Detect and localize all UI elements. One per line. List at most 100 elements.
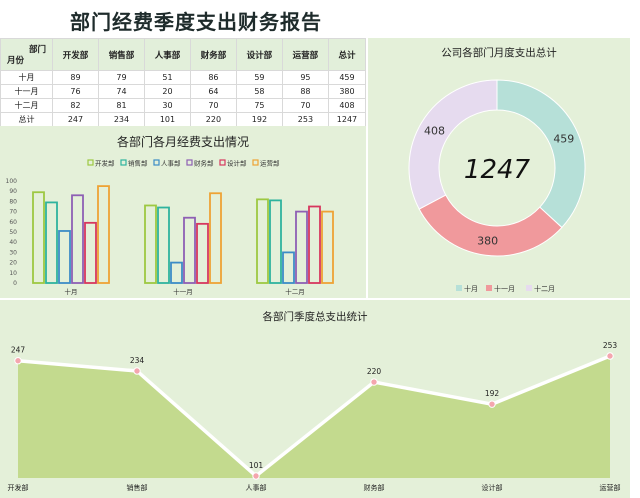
bar [58, 230, 71, 284]
y-tick-label: 0 [13, 280, 17, 287]
bar [144, 204, 157, 284]
legend-label: 财务部 [194, 159, 214, 168]
x-category-label: 人事部 [246, 483, 267, 492]
legend-swatch [219, 159, 226, 166]
donut-chart-title: 公司各部门月度支出总计 [441, 46, 557, 59]
table-cell: 1247 [327, 112, 367, 127]
table-cell: 101 [143, 112, 191, 127]
table-cell: 234 [97, 112, 145, 127]
data-label: 253 [603, 341, 618, 350]
table-cell: 81 [97, 98, 145, 113]
table-cell: 70 [281, 98, 329, 113]
legend-label: 销售部 [128, 159, 148, 168]
data-label: 247 [11, 346, 26, 355]
row-label: 十一月 [0, 84, 53, 99]
bar [282, 251, 295, 284]
y-tick-label: 10 [9, 270, 17, 277]
table-cell: 86 [189, 70, 237, 85]
table-cell: 89 [52, 70, 99, 85]
row-label: 总计 [0, 112, 53, 127]
area-chart-panel: 各部门季度总支出统计 247 开发部 234 销售部 101 人事部 220 财务部 192 设计部… [0, 300, 630, 498]
table-cell: 408 [327, 98, 367, 113]
bar [269, 199, 282, 284]
legend-label: 运营部 [260, 159, 280, 168]
y-tick-label: 70 [9, 209, 17, 216]
table-corner-cell: 部门 月份 [0, 38, 53, 71]
x-category-label: 财务部 [364, 483, 385, 492]
header-cell: 人事部 [143, 38, 191, 71]
legend-label: 设计部 [227, 159, 247, 168]
area-chart-title: 各部门季度总支出统计 [263, 310, 368, 323]
bar [183, 216, 196, 284]
area-line [17, 354, 611, 479]
table-total-row: 总计 247 234 101 220 192 253 1247 [0, 112, 367, 127]
legend-swatch [526, 285, 532, 291]
data-label: 220 [367, 367, 382, 376]
x-category-label: 十二月 [285, 287, 305, 296]
table-cell: 75 [235, 98, 283, 113]
table-cell: 30 [143, 98, 191, 113]
bar-legend: 开发部 销售部 人事部 财务部 设计部 运营部 [87, 159, 280, 168]
table-cell: 70 [189, 98, 237, 113]
legend-label: 人事部 [161, 159, 181, 168]
table-cell: 58 [235, 84, 283, 99]
table-cell: 380 [327, 84, 367, 99]
table-cell: 76 [52, 84, 99, 99]
legend-label: 十月 [464, 284, 478, 293]
bar [209, 192, 222, 284]
data-point [606, 352, 614, 360]
header-cell: 财务部 [189, 38, 237, 71]
table-cell: 88 [281, 84, 329, 99]
donut-center-total: 1247 [464, 155, 531, 185]
header-cell: 设计部 [235, 38, 283, 71]
corner-dept-label: 部门 [28, 45, 46, 55]
bar [84, 221, 97, 284]
y-tick-label: 20 [9, 260, 17, 267]
table-header-row: 部门 月份 开发部 销售部 人事部 财务部 设计部 运营部 总计 [0, 38, 367, 71]
bar [321, 210, 334, 284]
page-title: 部门经费季度支出财务报告 [70, 10, 322, 34]
header-cell: 销售部 [97, 38, 145, 71]
table-cell: 20 [143, 84, 191, 99]
corner-month-label: 月份 [7, 56, 25, 66]
table-cell: 51 [143, 70, 191, 85]
donut-chart-panel: 公司各部门月度支出总计 459 380 408 1247 十月 十一月 十二月 [368, 38, 630, 298]
legend-swatch [153, 159, 160, 166]
data-point [133, 367, 141, 375]
bar [71, 194, 84, 284]
table-row: 十二月 82 81 30 70 75 70 408 [0, 98, 367, 113]
slice-value-label: 408 [424, 124, 445, 137]
table-cell: 64 [189, 84, 237, 99]
legend-swatch [456, 285, 462, 291]
donut-slice [408, 79, 498, 210]
legend-swatch [486, 285, 492, 291]
header-cell: 开发部 [52, 38, 99, 71]
y-tick-label: 40 [9, 239, 17, 246]
donut-slice [496, 79, 586, 229]
legend-label: 十一月 [494, 284, 515, 293]
data-label: 234 [130, 356, 145, 365]
bar [32, 191, 45, 284]
slice-value-label: 380 [477, 234, 498, 247]
bar [170, 261, 183, 284]
bar-chart-title: 各部门各月经费支出情况 [117, 134, 249, 149]
table-cell: 247 [52, 112, 99, 127]
bar [97, 185, 110, 284]
table-row: 十月 89 79 51 86 59 95 459 [0, 70, 367, 85]
bar [308, 205, 321, 284]
row-label: 十二月 [0, 98, 53, 113]
table-cell: 220 [189, 112, 237, 127]
legend-label: 开发部 [95, 159, 115, 168]
bar [45, 201, 58, 284]
data-point [252, 472, 260, 480]
x-category-label: 设计部 [482, 483, 503, 492]
data-point [488, 400, 496, 408]
y-tick-label: 50 [9, 229, 17, 236]
data-point [14, 357, 22, 365]
x-category-label: 十月 [65, 287, 78, 296]
table-cell: 74 [97, 84, 145, 99]
legend-swatch [120, 159, 127, 166]
table-cell: 253 [281, 112, 329, 127]
y-tick-label: 60 [9, 219, 17, 226]
